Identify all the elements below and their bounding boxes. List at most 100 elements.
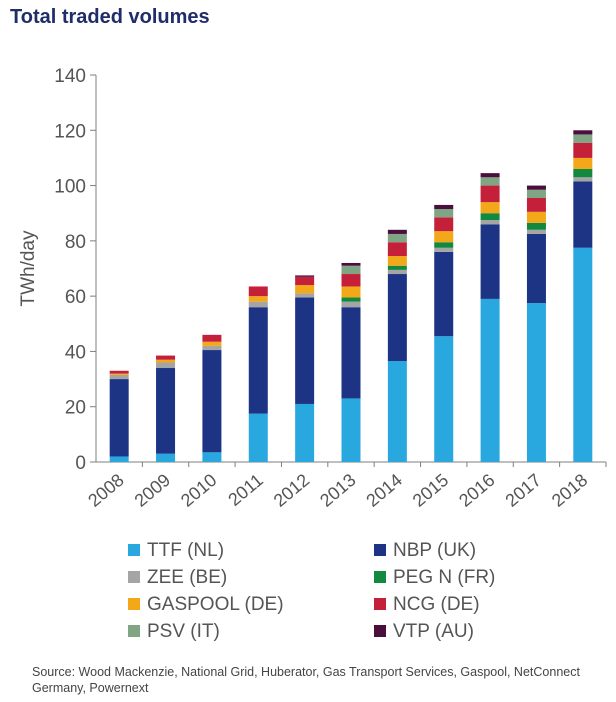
bar-segment-nbp (573, 181, 593, 248)
x-tick-label: 2011 (224, 470, 267, 510)
x-tick-label: 2016 (455, 470, 499, 511)
bar-segment-ttf (341, 398, 361, 462)
legend-swatch (128, 571, 140, 583)
bar-segment-ttf (526, 303, 546, 462)
bar-segment-peg (341, 297, 361, 302)
legend-swatch (128, 544, 140, 556)
legend-swatch (128, 598, 140, 610)
legend-swatch (374, 571, 386, 583)
bar-segment-ttf (248, 413, 268, 462)
chart-title: Total traded volumes (10, 6, 210, 28)
bar-segment-ttf (387, 361, 407, 462)
bar-segment-gaspool (156, 359, 176, 363)
bar-segment-gaspool (248, 296, 268, 302)
bar-segment-zee (341, 301, 361, 308)
bar-segment-vtp (387, 229, 407, 234)
y-tick-label: 80 (65, 232, 86, 253)
bar-segment-vtp (341, 262, 361, 266)
bar-segment-zee (248, 301, 268, 308)
legend-label: TTF (NL) (147, 540, 224, 561)
bar-segment-psv (341, 265, 361, 275)
y-axis-label: TWh/day (18, 230, 39, 307)
bar-segment-psv (526, 189, 546, 199)
x-tick-label: 2010 (177, 470, 221, 511)
bar-segment-nbp (526, 233, 546, 304)
legend-label: NCG (DE) (393, 594, 480, 615)
y-tick-label: 140 (54, 66, 86, 87)
y-tick-label: 100 (54, 177, 86, 198)
bar-segment-nbp (202, 350, 222, 453)
bar-segment-nbp (156, 368, 176, 454)
bar-segment-nbp (480, 224, 500, 299)
x-tick-label: 2013 (316, 470, 360, 511)
legend-label: NBP (UK) (393, 540, 476, 561)
bar-segment-zee (387, 269, 407, 275)
bar-segment-ncg (202, 334, 222, 342)
bar-segment-ttf (156, 453, 176, 462)
x-tick-label: 2014 (362, 470, 406, 511)
bar-segment-ncg (109, 370, 129, 374)
x-tick-label: 2018 (548, 470, 592, 511)
legend-swatch (374, 544, 386, 556)
y-tick-label: 60 (65, 287, 86, 308)
bar-segment-peg (387, 265, 407, 270)
legend-item: GASPOOL (DE) (128, 594, 284, 615)
bar-segment-gaspool (387, 256, 407, 266)
bar-segment-peg (434, 242, 454, 248)
bar-segment-ttf (434, 336, 454, 462)
bar-segment-vtp (480, 173, 500, 178)
y-axis: 0 20 40 60 80 100 120 140 TWh/day (18, 66, 97, 474)
bar-segment-nbp (109, 379, 129, 457)
bar-segment-gaspool (526, 211, 546, 223)
legend-label: ZEE (BE) (147, 567, 227, 588)
bars (109, 130, 593, 462)
bar-segment-ttf (202, 452, 222, 462)
bar-segment-zee (109, 374, 129, 380)
legend-item: VTP (AU) (374, 621, 474, 642)
bar-segment-ncg (341, 274, 361, 287)
bar-segment-gaspool (295, 285, 315, 294)
bar-segment-gaspool (341, 286, 361, 298)
bar-segment-ttf (573, 247, 593, 462)
legend: TTF (NL) NBP (UK) ZEE (BE) PEG N (FR) GASPOO… (128, 540, 495, 642)
bar-segment-ttf (295, 403, 315, 462)
bar-segment-psv (480, 177, 500, 186)
bar-segment-ncg (387, 242, 407, 257)
x-tick-label: 2012 (270, 470, 314, 511)
y-tick-label: 0 (75, 453, 86, 474)
bar-segment-nbp (295, 297, 315, 404)
source-note: Source: Wood Mackenzie, National Grid, H… (32, 665, 580, 695)
bar-segment-gaspool (480, 202, 500, 214)
legend-item: TTF (NL) (128, 540, 224, 561)
bar-segment-peg (573, 168, 593, 178)
bar-segment-peg (480, 213, 500, 221)
legend-swatch (374, 598, 386, 610)
bar-segment-ncg (526, 198, 546, 212)
bar-segment-ncg (573, 142, 593, 158)
x-axis: 2008 2009 2010 2011 2012 2013 2014 2015 2016 2017… (84, 461, 607, 511)
x-tick-label: 2009 (131, 470, 175, 511)
bar-segment-ncg (295, 276, 315, 286)
x-tick-label: 2008 (84, 470, 128, 511)
legend-item: NBP (UK) (374, 540, 476, 561)
bar-segment-zee (573, 177, 593, 182)
bar-segment-psv (387, 233, 407, 243)
bar-segment-vtp (526, 185, 546, 190)
y-tick-label: 20 (65, 398, 86, 419)
bar-segment-zee (156, 362, 176, 369)
legend-swatch (374, 625, 386, 637)
bar-segment-gaspool (202, 341, 222, 346)
bar-segment-psv (573, 134, 593, 143)
y-tick-label: 40 (65, 342, 86, 363)
y-tick-label: 120 (54, 121, 86, 142)
bar-segment-psv (434, 209, 454, 218)
bar-segment-ttf (480, 298, 500, 462)
bar-segment-nbp (387, 274, 407, 362)
bar-segment-gaspool (434, 231, 454, 243)
x-tick-label: 2017 (501, 470, 545, 511)
legend-item: PEG N (FR) (374, 567, 495, 588)
bar-segment-ncg (156, 355, 176, 360)
bar-segment-vtp (573, 130, 593, 135)
bar-segment-zee (202, 345, 222, 351)
